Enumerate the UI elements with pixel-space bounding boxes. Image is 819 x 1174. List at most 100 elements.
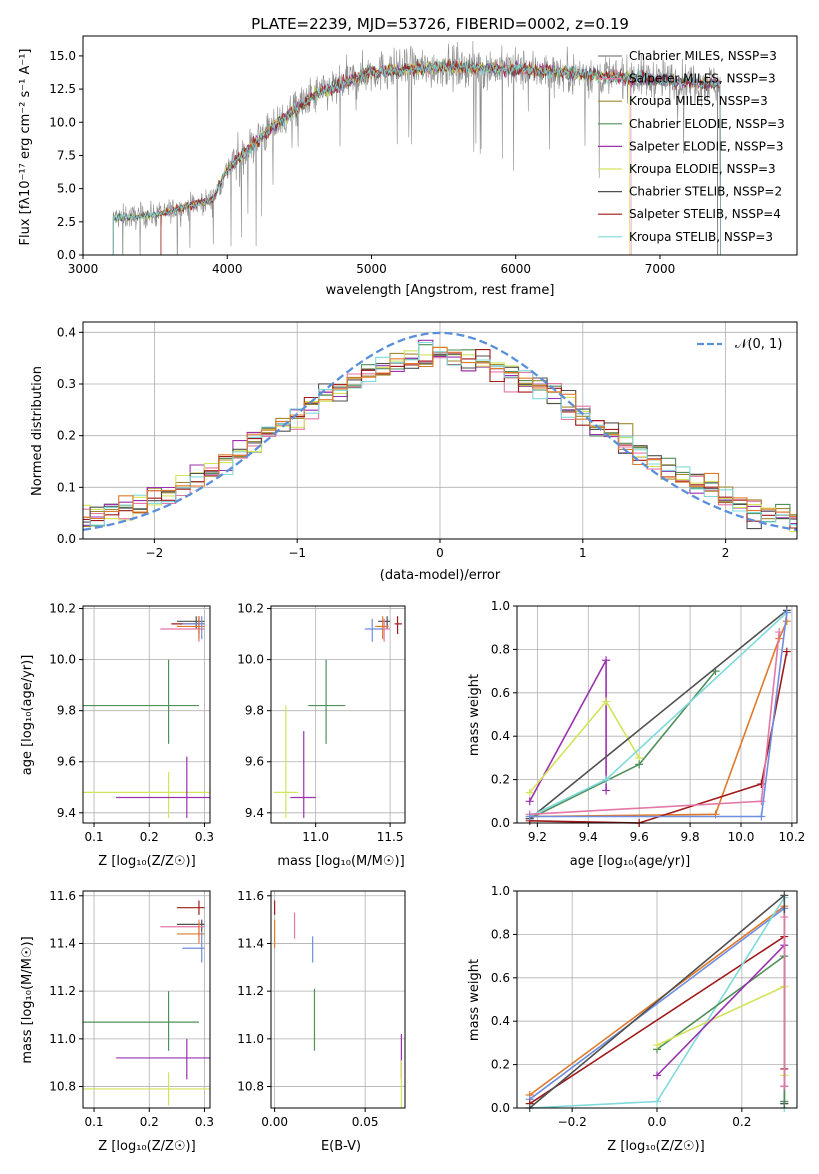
x-tick-label: −2 (146, 546, 164, 560)
y-tick-label: 11.6 (237, 889, 264, 903)
x-tick-label: 0 (436, 546, 444, 560)
weight-point (635, 760, 644, 769)
y-tick-label: 15.0 (49, 49, 76, 63)
legend-entry: Chabrier MILES, NSSP=3 (629, 49, 777, 63)
y-tick-label: 12.5 (49, 82, 76, 96)
x-tick-label: 3000 (68, 262, 99, 276)
y-tick-label: 11.0 (49, 1032, 76, 1046)
legend-entry: Salpeter STELIB, NSSP=4 (629, 207, 781, 221)
weight-point (653, 1041, 661, 1050)
panel-0: 3000 4000 5000 6000 7000 0.0 2.5 5.0 7.5 10.0 12.5… (49, 35, 798, 276)
y-tick-label: 10.2 (49, 602, 76, 616)
x-tick-label: 5000 (356, 262, 387, 276)
z-weight-xlabel: Z [log₁₀(Z/Z☉)] (607, 1139, 704, 1154)
x-tick-label: 0.3 (195, 1115, 214, 1129)
histogram-lines (83, 331, 797, 533)
weight-point (780, 891, 789, 900)
y-tick-label: 0.8 (491, 642, 510, 656)
weight-point (653, 1071, 661, 1080)
legend-entry: 𝒩(0, 1) (735, 337, 782, 352)
weight-point (525, 797, 534, 806)
weight-point (782, 647, 791, 656)
panel-7: −0.2 0.0 0.2 0.0 0.2 0.4 0.6 0.8 1.0 (491, 884, 798, 1129)
weight-series-line (529, 700, 640, 794)
weight-point (525, 788, 534, 797)
x-tick-label: 11.5 (377, 830, 404, 844)
y-tick-label: 9.8 (57, 704, 76, 718)
y-tick-label: 9.4 (245, 806, 264, 820)
axes-frame (516, 605, 798, 824)
y-tick-label: 0.4 (491, 1014, 510, 1028)
weight-point (525, 812, 534, 821)
y-tick-label: 11.2 (237, 984, 264, 998)
spectrum-ylabel: Flux [fλ10⁻¹⁷ erg cm⁻² s⁻¹ A⁻¹] (18, 49, 33, 246)
age-weight-ylabel: mass weight (467, 674, 482, 756)
x-tick-label: 9.8 (681, 830, 700, 844)
spectrum-lines (112, 40, 721, 255)
y-tick-label: 9.8 (245, 704, 264, 718)
axes-frame (516, 890, 798, 1109)
y-tick-label: 0.2 (491, 1058, 510, 1072)
panel-4: 9.2 9.4 9.6 9.8 10.0 10.2 0.0 0.2 0.4 0.6 0.8 1.0 (491, 599, 805, 844)
y-tick-label: 0.0 (491, 816, 510, 830)
axes-frame (82, 890, 211, 1109)
x-tick-label: 10.2 (779, 830, 806, 844)
y-tick-label: 11.4 (49, 936, 76, 950)
x-tick-label: 2 (722, 546, 730, 560)
y-tick-label: 0.0 (57, 248, 76, 262)
age-weight-xlabel: age [log₁₀(age/yr)] (570, 854, 691, 869)
y-tick-label: 0.1 (57, 480, 76, 494)
y-tick-label: 0.2 (491, 773, 510, 787)
x-tick-label: 7000 (645, 262, 676, 276)
z-age-xlabel: Z [log₁₀(Z/Z☉)] (98, 854, 195, 869)
y-tick-label: 0.2 (57, 429, 76, 443)
z-weight-ylabel: mass weight (467, 959, 482, 1041)
y-tick-label: 11.0 (237, 1032, 264, 1046)
x-tick-label: 1 (579, 546, 587, 560)
x-tick-label: −0.2 (558, 1115, 587, 1129)
errorbar-points (83, 900, 210, 1106)
x-tick-label: 10.0 (728, 830, 755, 844)
axes-frame (82, 35, 798, 256)
mass-age-xlabel: mass [log₁₀(M/M☉)] (277, 854, 404, 869)
errorbar-points (273, 616, 403, 818)
panel-5: 0.1 0.2 0.3 10.8 11.0 11.2 11.4 11.6 (49, 889, 214, 1129)
z-mass-xlabel: Z [log₁₀(Z/Z☉)] (98, 1139, 195, 1154)
weight-lines (525, 891, 789, 1112)
z-mass-ylabel: mass [log₁₀(M/M☉)] (20, 936, 35, 1063)
y-tick-label: 0.4 (57, 325, 76, 339)
spectrum-series-line (160, 60, 632, 255)
x-tick-label: 0.3 (195, 830, 214, 844)
x-tick-label: 0.2 (732, 1115, 751, 1129)
spectrum-xlabel: wavelength [Angstrom, rest frame] (326, 283, 555, 298)
residuals-ylabel: Normed distribution (30, 366, 45, 496)
x-tick-label: 0.1 (84, 1115, 103, 1129)
errorbar-points (274, 900, 402, 1108)
y-tick-label: 0.6 (491, 971, 510, 985)
histogram-step (83, 346, 797, 520)
weight-point (757, 812, 766, 821)
y-tick-label: 10.0 (49, 115, 76, 129)
weight-series-line (529, 631, 780, 816)
y-tick-label: 10.8 (237, 1080, 264, 1094)
y-tick-label: 11.6 (49, 889, 76, 903)
weight-point (780, 913, 789, 922)
errorbar-points (83, 616, 210, 818)
y-tick-label: 0.4 (491, 729, 510, 743)
legend-entry: Chabrier ELODIE, NSSP=3 (629, 117, 785, 131)
y-tick-label: 10.8 (49, 1080, 76, 1094)
x-tick-label: 9.6 (630, 830, 649, 844)
panel-6: 0.00 0.05 10.8 11.0 11.2 11.4 11.6 (237, 889, 406, 1129)
y-tick-label: 1.0 (491, 599, 510, 613)
legend-entry: Salpeter ELODIE, NSSP=3 (629, 139, 784, 153)
x-tick-label: 9.4 (579, 830, 598, 844)
weight-point (653, 1097, 661, 1106)
y-tick-label: 0.0 (491, 1101, 510, 1115)
y-tick-label: 7.5 (57, 148, 76, 162)
y-tick-label: 10.0 (49, 653, 76, 667)
y-tick-label: 10.0 (237, 653, 264, 667)
y-tick-label: 1.0 (491, 884, 510, 898)
panel-2: 0.1 0.2 0.3 9.4 9.6 9.8 10.0 10.2 (49, 602, 214, 844)
y-tick-label: 9.4 (57, 806, 76, 820)
